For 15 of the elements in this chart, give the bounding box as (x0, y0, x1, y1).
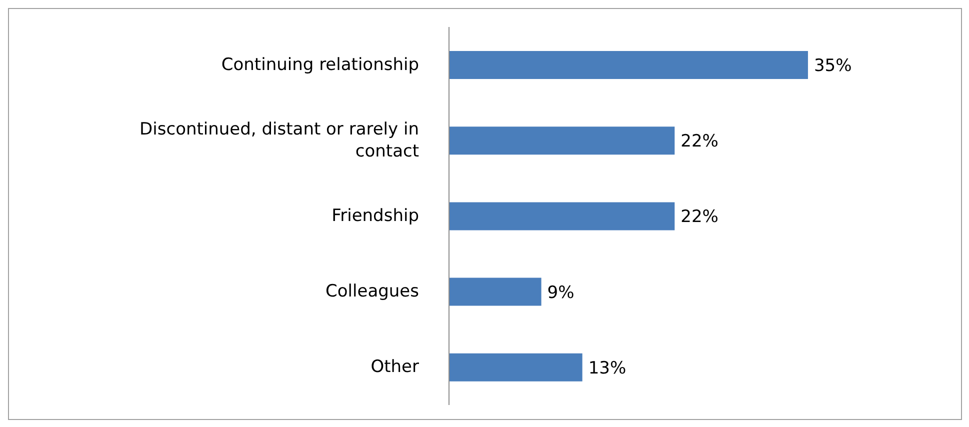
data-label: 22% (680, 132, 718, 152)
y-tick-label: Colleagues (326, 282, 420, 302)
bar (449, 126, 675, 155)
y-tick-label: Friendship (332, 206, 419, 226)
bar (449, 353, 582, 382)
data-label: 22% (680, 207, 718, 228)
bar (449, 278, 542, 306)
data-label: 9% (547, 282, 574, 303)
data-label: 35% (814, 56, 852, 76)
y-tick-label: Other (370, 357, 419, 378)
bar (449, 51, 808, 79)
bar (449, 202, 675, 230)
y-tick-label: Continuing relationship (221, 54, 419, 75)
y-tick-label: Discontinued, distant or rarely in contact (140, 119, 420, 162)
data-label: 13% (588, 358, 626, 378)
